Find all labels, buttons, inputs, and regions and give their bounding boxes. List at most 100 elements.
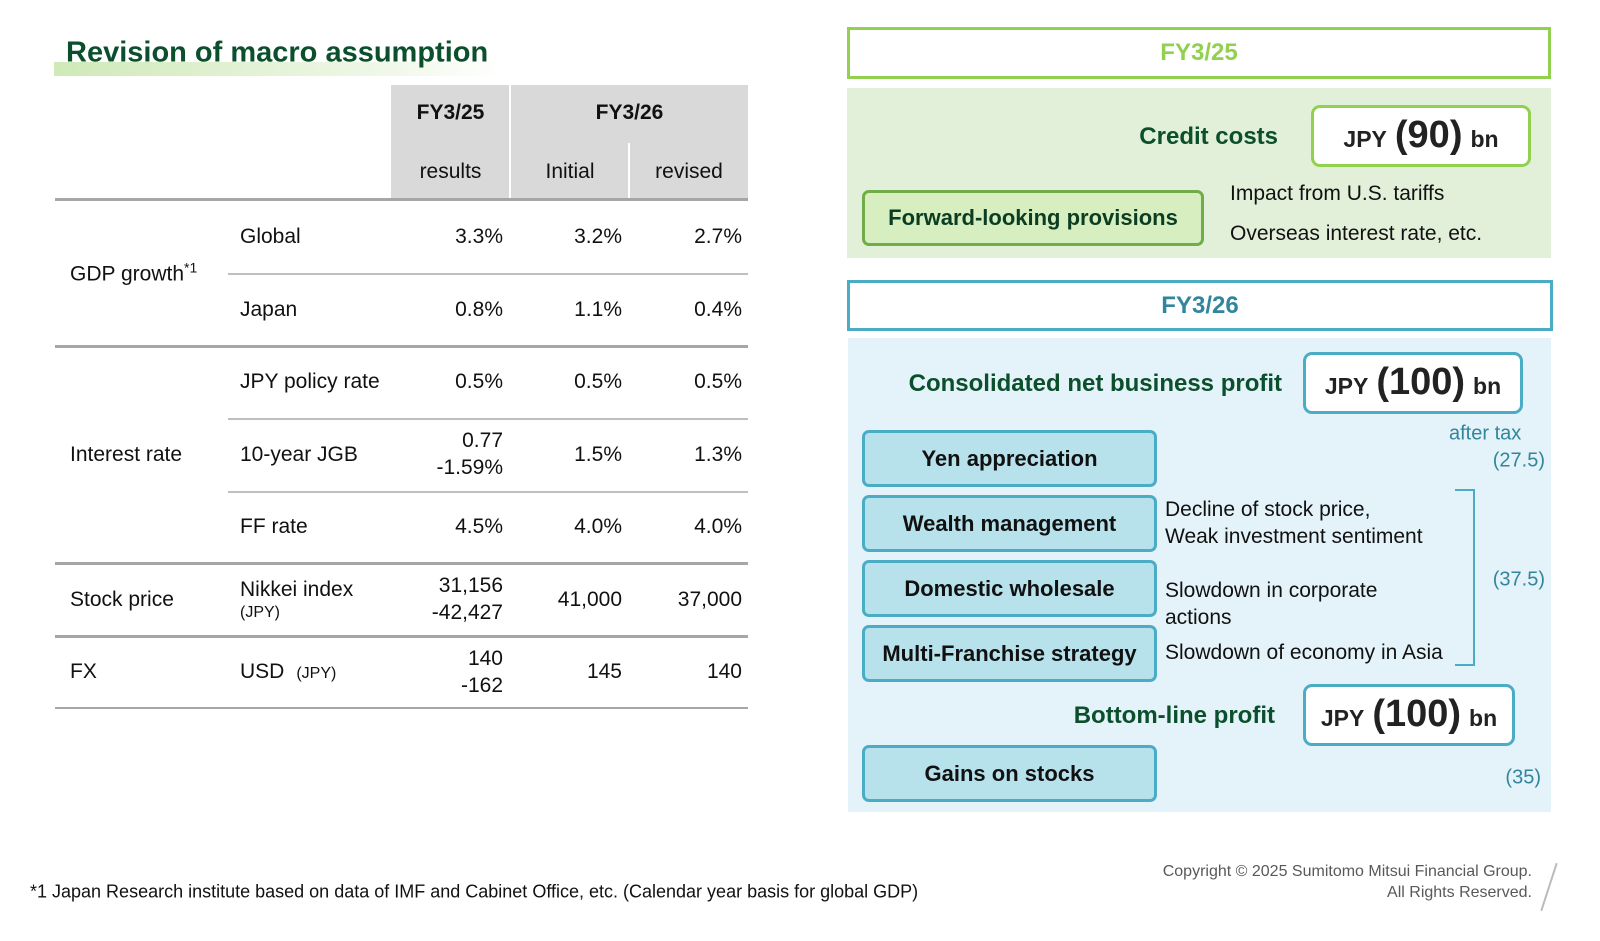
- impact: Overseas interest rate, etc.: [1230, 222, 1483, 245]
- header-bg: [391, 85, 748, 198]
- cell-value: 37,000: [677, 587, 742, 611]
- bottom-amount: JPY (100) bn: [1303, 684, 1515, 746]
- group-rule: [55, 344, 748, 348]
- group-rule: [55, 707, 748, 710]
- group-impact: (37.5): [1492, 568, 1545, 591]
- copyright: All Rights Reserved.: [1387, 884, 1532, 901]
- footnote: *1 Japan Research institute based on dat…: [30, 881, 919, 902]
- amount-prefix: JPY: [1343, 126, 1387, 152]
- row-item: JPY policy rate: [240, 370, 380, 393]
- cell-value: 140: [706, 660, 742, 683]
- cell-value: 3.3%: [455, 225, 503, 248]
- header-results: results: [419, 160, 482, 183]
- group-rule: [55, 562, 748, 566]
- yen-impact: (27.5): [1492, 449, 1545, 472]
- cell-value: 3.2%: [574, 225, 622, 248]
- header-divider: [628, 143, 630, 198]
- item-description: Weak investment sentiment: [1165, 524, 1423, 548]
- header-fy25: FY3/25: [416, 101, 485, 124]
- after-tax: after tax: [1449, 422, 1522, 445]
- row-item: Japan: [240, 297, 298, 321]
- cell-value: 0.8%: [455, 297, 503, 321]
- footnote-ref: *1: [184, 259, 198, 276]
- cell-value: 0.4%: [694, 297, 742, 321]
- group-label-text: Stock price: [70, 587, 174, 611]
- cell-value: 0.5%: [694, 370, 742, 393]
- cell-value: -162: [460, 673, 503, 697]
- row-item: Nikkei index: [240, 577, 354, 601]
- amount-suffix: bn: [1470, 126, 1499, 152]
- cell-value: 41,000: [557, 587, 622, 611]
- group-label: Interest rate: [70, 443, 182, 467]
- item-description: Slowdown in corporate: [1165, 578, 1378, 602]
- decor-slash: [1540, 862, 1558, 912]
- cell-value: 0.77: [462, 429, 503, 452]
- amount-value: (90): [1394, 114, 1463, 156]
- cell-value: 2.7%: [694, 225, 742, 248]
- gains-box: Gains on stocks: [862, 745, 1157, 802]
- item-description: Decline of stock price,: [1165, 497, 1371, 521]
- row-rule: [228, 490, 748, 493]
- group-label-text: Interest rate: [70, 442, 183, 466]
- amount-value: (100): [1372, 693, 1462, 735]
- profit-label: Consolidated net business profit: [908, 370, 1282, 397]
- amount-suffix: bn: [1473, 373, 1502, 399]
- cell-value: 4.0%: [574, 515, 622, 538]
- group-label: FX: [70, 660, 97, 684]
- cell-value: 1.1%: [574, 297, 622, 321]
- fy25-header-box: [847, 27, 1551, 79]
- credit-costs-label: Credit costs: [1139, 123, 1278, 150]
- row-unit: (JPY): [296, 665, 337, 682]
- fy26-header: FY3/26: [1161, 292, 1239, 319]
- cell-value: 140: [467, 646, 503, 670]
- provision-box: Forward-looking provisions: [862, 190, 1204, 246]
- cell-value: 4.0%: [694, 515, 742, 538]
- header-initial: Initial: [545, 160, 595, 183]
- row-unit: (JPY): [240, 603, 280, 621]
- group-label-text: GDP growth: [70, 262, 184, 286]
- header-rule: [55, 198, 748, 201]
- amount-value: (100): [1376, 361, 1466, 403]
- item-box: Multi-Franchise strategy: [862, 625, 1157, 682]
- fy25-header: FY3/25: [1160, 39, 1238, 66]
- item-box: Wealth management: [862, 495, 1157, 552]
- gains-impact: (35): [1505, 766, 1541, 789]
- row-rule: [228, 273, 748, 276]
- item-box: Yen appreciation: [862, 430, 1157, 487]
- row-item-text: USD: [240, 660, 285, 683]
- item-box: Domestic wholesale: [862, 560, 1157, 617]
- amount-prefix: JPY: [1324, 373, 1369, 399]
- group-label: Stock price: [70, 588, 174, 612]
- row-item: USD (JPY): [240, 660, 336, 684]
- row-item: 10-year JGB: [240, 442, 358, 466]
- page-title: Revision of macro assumption: [66, 36, 489, 69]
- cell-value: 0.5%: [574, 370, 622, 393]
- cell-value: -42,427: [431, 601, 503, 624]
- row-item: FF rate: [240, 515, 308, 538]
- title-underline: [54, 62, 504, 76]
- impact: Impact from U.S. tariffs: [1230, 182, 1445, 205]
- cell-value: 4.5%: [455, 515, 503, 538]
- bracket: [1455, 489, 1475, 666]
- group-label: GDP growth*1: [70, 260, 197, 287]
- cell-value: 1.3%: [694, 442, 742, 466]
- header-divider: [509, 85, 511, 198]
- copyright: Copyright © 2025 Sumitomo Mitsui Financi…: [1162, 863, 1532, 880]
- bottom-label: Bottom-line profit: [1073, 702, 1275, 729]
- row-item: Global: [240, 225, 301, 248]
- cell-value: 31,156: [438, 574, 503, 597]
- credit-amount: JPY (90) bn: [1311, 105, 1531, 167]
- cell-value: 145: [586, 660, 622, 683]
- row-rule: [228, 418, 748, 421]
- item-description: Slowdown of economy in Asia: [1165, 641, 1443, 664]
- group-label-text: FX: [70, 660, 97, 683]
- profit-amount: JPY (100) bn: [1303, 352, 1523, 414]
- header-revised: revised: [655, 160, 723, 183]
- amount-suffix: bn: [1469, 705, 1498, 731]
- cell-value: 0.5%: [455, 370, 503, 393]
- amount-prefix: JPY: [1320, 705, 1365, 731]
- item-description: actions: [1165, 605, 1232, 629]
- cell-value: -1.59%: [436, 456, 503, 479]
- fy26-header-box: [847, 280, 1553, 331]
